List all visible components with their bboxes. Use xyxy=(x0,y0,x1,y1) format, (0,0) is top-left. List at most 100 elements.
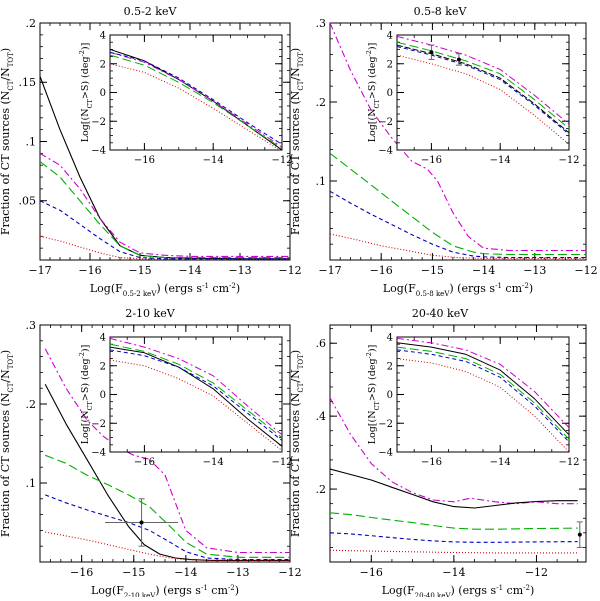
panel-title: 2-10 keV xyxy=(125,307,175,320)
inset-panel: −16 −14 −12 −4 −2 0 2 4 Log[(NCT>S) (deg-2)] xyxy=(78,333,293,469)
inset-y-tick-label: −2 xyxy=(378,419,393,430)
inset-y-tick-label: 2 xyxy=(387,361,393,372)
main-x-tick-label: −15 xyxy=(128,264,151,277)
inset-y-axis-label-part: Log[(N xyxy=(367,410,378,444)
y-axis-label-part: TOT xyxy=(297,52,305,67)
inset-panel: −16 −14 −12 −4 −2 0 2 4 Log[(NCT>S) (deg-2)] xyxy=(365,333,580,469)
main-x-tick-label: −14 xyxy=(472,264,495,277)
main-x-tick-label: −15 xyxy=(122,566,145,579)
main-y-tick-label: .3 xyxy=(316,17,327,30)
inset-series-line xyxy=(397,346,569,440)
x-axis-label-part: 20-40 keV xyxy=(415,592,452,597)
main-y-tick-label: .05 xyxy=(19,195,37,208)
main-x-tick-label: −13 xyxy=(523,264,546,277)
y-axis-label-part: ) xyxy=(289,350,302,354)
y-axis-label-part: /N xyxy=(289,369,302,383)
x-axis-label: Log(F20-40 keV) (ergs s-1 cm-2) xyxy=(382,584,535,597)
y-axis-label: Fraction of CT sources (NCT/NTOT) xyxy=(0,48,15,235)
x-axis-label-part: -1 xyxy=(495,282,502,290)
x-axis-label-part: ) xyxy=(529,282,533,295)
inset-frame xyxy=(396,34,570,151)
inset-x-tick-label: −12 xyxy=(558,457,579,468)
x-axis-label-part: ) (ergs s xyxy=(155,584,201,597)
inset-series-line xyxy=(397,342,569,436)
x-axis-label-part: -2 xyxy=(229,282,236,290)
x-axis-label-part: -2 xyxy=(228,584,235,592)
y-axis-label: Fraction of CT sources (NCT/NTOT) xyxy=(0,350,15,537)
main-x-tick-label: −12 xyxy=(278,264,301,277)
main-y-tick-label: .4 xyxy=(316,410,327,423)
main-x-tick-label: −12 xyxy=(278,566,301,579)
inset-x-tick-label: −16 xyxy=(421,155,442,166)
panel-title: 0.5-8 keV xyxy=(414,5,468,18)
inset-y-axis-label-part: >S) (deg xyxy=(367,358,378,401)
x-axis-label-part: ) xyxy=(530,584,534,597)
main-x-tick-label: −12 xyxy=(574,264,597,277)
main-x-tick-label: −16 xyxy=(70,566,93,579)
main-series-line xyxy=(40,235,290,260)
x-axis-label-part: cm xyxy=(503,584,524,597)
inset-y-axis-label-part: )] xyxy=(80,345,91,352)
inset-y-tick-label: −2 xyxy=(378,117,393,128)
main-x-tick-label: −14 xyxy=(174,566,197,579)
y-axis-label-part: Fraction of CT sources (N xyxy=(289,392,302,537)
inset-x-tick-label: −12 xyxy=(271,457,292,468)
main-series-line xyxy=(330,549,578,554)
y-axis-label-part: CT xyxy=(297,80,305,90)
main-x-tick-label: −12 xyxy=(525,566,548,579)
inset-y-tick-label: −4 xyxy=(91,448,106,459)
inset-data-point xyxy=(429,50,434,55)
inset-x-tick-label: −12 xyxy=(558,155,579,166)
inset-series-line xyxy=(397,54,569,145)
inset-x-tick-label: −16 xyxy=(134,155,155,166)
y-axis-label-part: /N xyxy=(289,67,302,81)
panel-title: 20-40 keV xyxy=(412,307,469,320)
chart-panel-3: −16 −15 −14 −13 −12 .1 .2 .3 2-10 keV Fraction of… xyxy=(0,307,302,600)
inset-y-axis-label: Log[(NCT>S) (deg-2)] xyxy=(78,43,94,143)
inset-y-tick-label: 4 xyxy=(100,333,106,344)
main-data-point xyxy=(577,532,582,537)
inset-y-axis-label: Log[(NCT>S) (deg-2)] xyxy=(78,345,94,445)
main-x-tick-label: −16 xyxy=(78,264,101,277)
inset-series-line xyxy=(110,343,282,438)
inset-series-line xyxy=(110,359,282,451)
inset-x-tick-label: −12 xyxy=(271,155,292,166)
main-data-point xyxy=(139,520,144,525)
x-axis-label-part: cm xyxy=(502,282,523,295)
inset-y-axis-label-part: CT xyxy=(86,98,94,108)
inset-panel: −16 −14 −12 −4 −2 0 2 4 Log[(NCT>S) (deg-2)] xyxy=(78,31,293,167)
inset-y-axis-label-part: -2 xyxy=(365,50,373,56)
inset-y-axis-label-part: >S) (deg xyxy=(80,358,91,401)
inset-y-tick-label: 0 xyxy=(387,390,393,401)
y-axis-label-part: TOT xyxy=(297,354,305,369)
inset-x-tick-label: −14 xyxy=(203,155,224,166)
inset-y-axis-label-part: CT xyxy=(86,400,94,410)
inset-y-axis-label-part: Log[(N xyxy=(80,108,91,142)
main-series-line xyxy=(45,494,290,561)
main-y-tick-label: .2 xyxy=(26,398,37,411)
inset-y-tick-label: 4 xyxy=(100,31,106,42)
inset-x-tick-label: −14 xyxy=(490,457,511,468)
inset-y-axis-label-part: Log[(N xyxy=(80,410,91,444)
x-axis-label-part: -2 xyxy=(522,282,529,290)
inset-x-tick-label: −16 xyxy=(134,457,155,468)
inset-y-tick-label: 0 xyxy=(387,88,393,99)
main-series-line xyxy=(40,200,290,260)
x-axis-label-part: -1 xyxy=(496,584,503,592)
y-axis-label-part: Fraction of CT sources (N xyxy=(0,90,12,235)
y-axis-label-part: TOT xyxy=(7,354,15,369)
y-axis-label-part: /N xyxy=(0,67,12,81)
x-axis-label: Log(F0.5-8 keV) (ergs s-1 cm-2) xyxy=(383,282,533,298)
chart-panel-1: −17 −16 −15 −14 −13 −12 .05 .1 .15 .2 0.5-2 keV Fra… xyxy=(0,5,302,298)
y-axis-label: Fraction of CT sources (NCT/NTOT) xyxy=(289,48,305,235)
inset-y-tick-label: −4 xyxy=(378,448,393,459)
inset-series-line xyxy=(110,337,282,436)
main-y-tick-label: .1 xyxy=(26,135,37,148)
main-series-line xyxy=(44,384,290,561)
main-series-line xyxy=(330,512,578,530)
main-x-tick-label: −14 xyxy=(442,566,465,579)
inset-y-axis-label-part: >S) (deg xyxy=(367,56,378,99)
main-y-tick-label: .15 xyxy=(19,76,37,89)
main-series-line xyxy=(330,23,586,252)
main-series-line xyxy=(330,397,578,505)
